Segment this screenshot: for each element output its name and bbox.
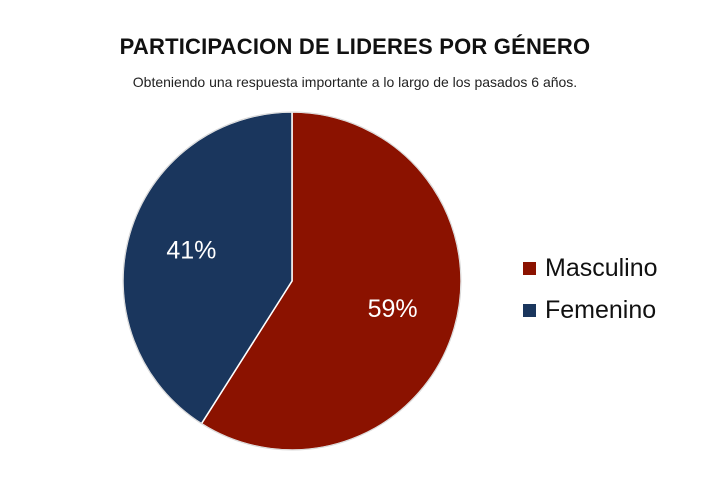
legend-swatch-masculino: [523, 261, 536, 275]
legend-item-femenino: Femenino: [523, 289, 658, 331]
data-label-masculino: 59%: [368, 295, 418, 323]
pie-outline: [122, 111, 462, 451]
chart-title: PARTICIPACION DE LIDERES POR GÉNERO: [119, 34, 591, 59]
data-label-femenino: 41%: [166, 236, 216, 264]
legend-swatch-femenino: [523, 303, 536, 317]
legend-label-femenino: Femenino: [545, 295, 657, 324]
legend-label-masculino: Masculino: [545, 253, 658, 282]
legend: Masculino Femenino: [523, 247, 658, 331]
legend-item-masculino: Masculino: [523, 247, 658, 289]
chart-subtitle: Obteniendo una respuesta importante a lo…: [132, 74, 578, 90]
